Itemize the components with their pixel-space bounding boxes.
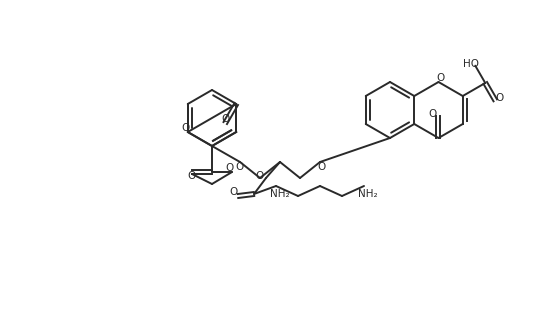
Text: O: O — [221, 114, 229, 124]
Text: O: O — [495, 93, 504, 103]
Text: NH₂: NH₂ — [270, 189, 290, 199]
Text: NH₂: NH₂ — [358, 189, 378, 199]
Text: O: O — [256, 171, 264, 181]
Text: O: O — [318, 162, 326, 172]
Text: O: O — [436, 73, 445, 83]
Text: O: O — [188, 171, 196, 181]
Text: O: O — [230, 187, 238, 197]
Text: HO: HO — [463, 59, 479, 69]
Text: O: O — [182, 123, 190, 133]
Text: O: O — [236, 162, 244, 172]
Text: O: O — [226, 163, 234, 173]
Text: O: O — [428, 109, 436, 119]
